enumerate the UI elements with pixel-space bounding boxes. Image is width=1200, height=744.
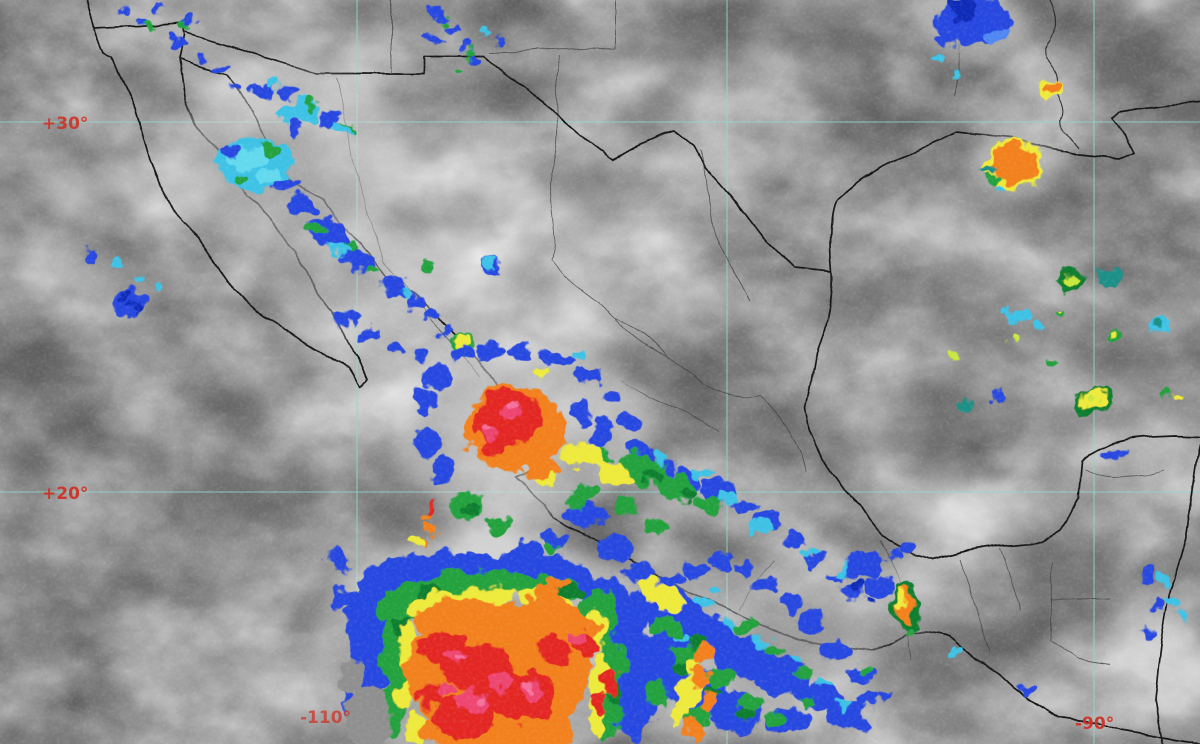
latitude-label-20: +20° [42, 484, 88, 504]
coordinate-labels: +30° +20° -110° -90° [42, 114, 1114, 734]
longitude-label-90: -90° [1075, 714, 1114, 734]
latitude-label-30: +30° [42, 114, 88, 134]
longitude-label-110: -110° [300, 708, 351, 728]
